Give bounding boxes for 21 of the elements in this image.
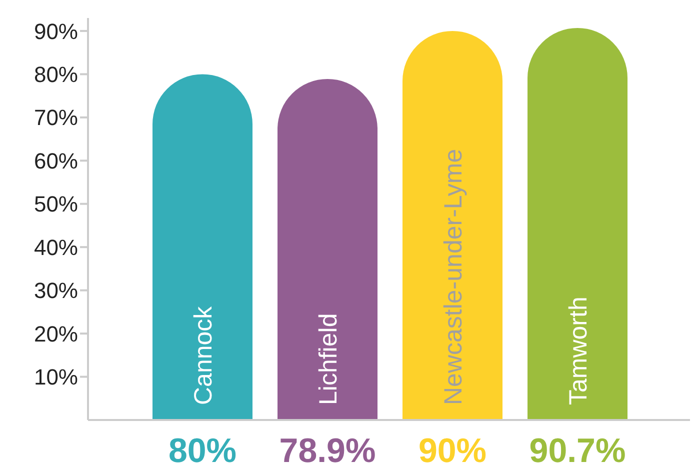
bar	[402, 30, 502, 420]
y-tick-label: 40%	[34, 234, 78, 260]
y-tick-label: 20%	[34, 321, 78, 346]
x-tick-label: Tamworth	[564, 296, 592, 405]
y-tick-label: 30%	[34, 278, 78, 304]
bar	[278, 78, 378, 420]
y-tick-label: 10%	[34, 364, 78, 390]
x-tick-label: Lichfield	[314, 313, 342, 405]
bar	[528, 28, 628, 420]
data-label: 80%	[168, 432, 237, 468]
y-tick-label: 50%	[34, 192, 78, 217]
data-label: 90.7%	[529, 432, 626, 468]
y-tick-label: 90%	[34, 18, 78, 44]
bar	[152, 74, 252, 420]
y-tick-label: 80%	[34, 62, 78, 88]
x-tick-label: Cannock	[189, 306, 218, 405]
data-label: 90%	[418, 432, 487, 468]
y-tick-label: 70%	[34, 105, 78, 130]
y-tick-label: 60%	[34, 148, 78, 174]
x-tick-label: Newcastle-under-Lyme	[439, 148, 468, 405]
data-label: 78.9%	[279, 432, 376, 468]
